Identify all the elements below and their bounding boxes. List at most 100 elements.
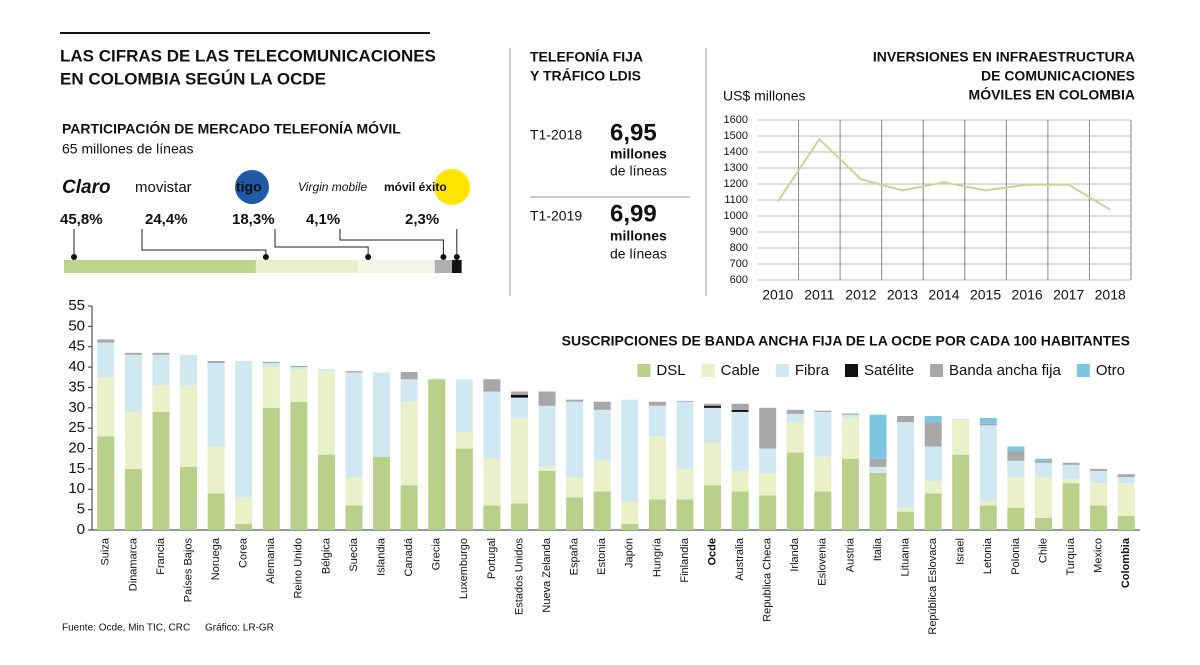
y-tick-label: 1100 — [724, 194, 748, 206]
legend-label: Otro — [1096, 362, 1125, 379]
bar-segment — [566, 399, 584, 402]
bar-segment — [924, 493, 942, 530]
bar-segment — [1117, 515, 1135, 530]
phone-title: TELEFONÍA FIJA — [530, 49, 643, 65]
x-tick-label: 2016 — [1012, 287, 1043, 303]
brand-label: movistar — [135, 179, 192, 196]
bar-segment — [290, 365, 308, 368]
chart-title: MÓVILES EN COLOMBIA — [969, 86, 1135, 103]
x-tick-label: 2017 — [1053, 287, 1084, 303]
bar-segment — [1062, 483, 1080, 530]
x-tick-label: Hungría — [651, 537, 663, 577]
main-title: LAS CIFRAS DE LAS TELECOMUNICACIONES — [60, 46, 436, 65]
axis-label: US$ millones — [723, 88, 805, 104]
x-tick-label: Chile — [1037, 538, 1049, 563]
bar-segment — [869, 472, 887, 530]
bar-segment — [786, 413, 804, 423]
connector-dot — [365, 254, 372, 260]
x-tick-label: Austria — [844, 537, 856, 572]
bar-segment — [1062, 479, 1080, 484]
x-tick-label: Islandia — [375, 537, 387, 576]
x-tick-label: Dinamarca — [127, 537, 139, 591]
x-tick-label: Luxemburgo — [458, 538, 470, 599]
bar-segment — [510, 394, 528, 398]
y-tick-label: 55 — [68, 297, 85, 314]
bar-segment — [648, 405, 666, 437]
x-tick-label: Noruega — [210, 537, 222, 580]
bar-segment — [235, 497, 253, 524]
bar-segment — [317, 371, 335, 455]
brand-label: Virgin mobile — [298, 180, 367, 194]
x-tick-label: Portugal — [486, 538, 498, 579]
share-segment — [358, 260, 435, 273]
bar-segment — [814, 410, 832, 412]
y-tick-label: 40 — [68, 358, 85, 375]
bar-segment — [455, 448, 473, 530]
bar-segment — [676, 468, 694, 500]
value-label: 45,8% — [60, 211, 103, 228]
bar-segment — [538, 405, 556, 467]
bar-segment — [345, 505, 363, 530]
bar-segment — [373, 372, 391, 457]
chart-title: DE COMUNICACIONES — [981, 68, 1135, 84]
period: T1-2018 — [530, 127, 582, 143]
bar-segment — [566, 497, 584, 530]
bar-segment — [152, 411, 170, 530]
bar-segment — [1117, 474, 1135, 478]
bar-segment — [759, 472, 777, 496]
bar-segment — [1117, 477, 1135, 484]
bar-segment — [897, 422, 915, 508]
bar-segment — [841, 418, 859, 459]
logo-badge — [434, 169, 470, 205]
bar-segment — [1034, 517, 1052, 530]
x-tick-label: Alemania — [265, 537, 277, 584]
bar-segment — [786, 409, 804, 414]
x-tick-label: Bélgica — [320, 537, 332, 574]
x-tick-label: 2012 — [845, 287, 876, 303]
bar-segment — [593, 409, 611, 461]
legend-swatch — [930, 364, 944, 377]
bar-segment — [538, 466, 556, 471]
x-tick-label: Turquía — [1065, 537, 1077, 575]
brand-label: tigo — [236, 179, 262, 195]
value-label: 18,3% — [232, 211, 275, 228]
y-tick-label: 20 — [68, 440, 85, 457]
bar-segment — [373, 456, 391, 530]
x-tick-label: 2011 — [804, 287, 834, 303]
value-label: 2,3% — [405, 211, 439, 228]
unit: millones — [610, 146, 667, 162]
line-series — [776, 137, 1111, 211]
chart-title: PARTICIPACIÓN DE MERCADO TELEFONÍA MÓVIL — [62, 120, 401, 137]
bar-segment — [786, 422, 804, 453]
y-tick-label: 45 — [68, 338, 85, 355]
y-tick-label: 30 — [68, 399, 85, 416]
bar-segment — [979, 418, 997, 424]
chart-title: INVERSIONES EN INFRAESTRUCTURA — [873, 49, 1135, 65]
bar-segment — [1007, 446, 1025, 451]
bar-segment — [1007, 460, 1025, 478]
bar-segment — [566, 477, 584, 498]
bar-segment — [1117, 483, 1135, 516]
bar-segment — [841, 413, 859, 415]
bar-segment — [152, 385, 170, 412]
x-tick-label: 2015 — [970, 287, 1001, 303]
legend-label: Fibra — [795, 362, 830, 379]
bar-segment — [345, 477, 363, 506]
x-tick-label: Mexico — [1093, 538, 1105, 573]
bar-segment — [483, 458, 501, 506]
bar-segment — [290, 367, 308, 370]
y-tick-label: 5 — [77, 501, 85, 518]
bar-segment — [1090, 468, 1108, 471]
bar-segment — [593, 401, 611, 410]
bar-segment — [510, 391, 528, 395]
x-tick-label: Estonia — [596, 537, 608, 575]
bar-segment — [262, 407, 280, 530]
share-segment — [451, 260, 462, 273]
x-tick-label: Corea — [238, 537, 250, 568]
bar-segment — [924, 415, 942, 423]
bar-segment — [648, 499, 666, 530]
bar-segment — [483, 379, 501, 392]
x-tick-label: Lituania — [899, 537, 911, 576]
legend-swatch — [775, 364, 789, 377]
bar-segment — [207, 493, 225, 530]
